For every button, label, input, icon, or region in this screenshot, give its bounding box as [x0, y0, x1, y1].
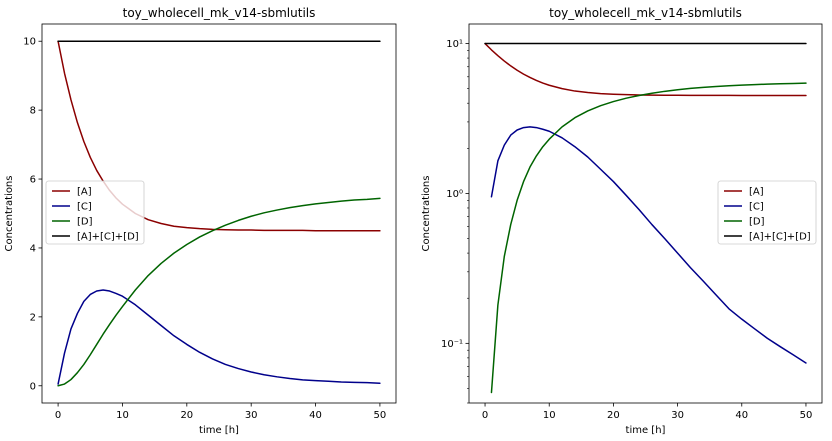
series-line-1 — [484, 42, 807, 97]
x-tick-label: 10 — [543, 410, 556, 421]
y-tick-label: 10⁻¹ — [441, 339, 463, 350]
x-tick-label: 20 — [180, 410, 193, 421]
chart-title: toy_wholecell_mk_v14-sbmlutils — [549, 6, 742, 20]
x-tick-label: 0 — [482, 410, 488, 421]
y-tick-label: 6 — [30, 175, 36, 186]
x-tick-label: 40 — [735, 410, 748, 421]
x-axis-label: time [h] — [626, 425, 666, 436]
legend: [A] [C] [D] [A]+[C]+[D] — [45, 180, 145, 245]
legend-entry: [A] — [77, 187, 92, 198]
plot-frame — [41, 23, 397, 404]
y-tick-label: 10 — [23, 37, 36, 48]
series-group — [57, 40, 381, 387]
legend-box — [45, 180, 145, 245]
y-tick-label: 4 — [30, 243, 36, 254]
series-line-1 — [57, 40, 381, 232]
legend-entry: [D] — [77, 217, 93, 228]
x-tick-label: 50 — [800, 410, 813, 421]
legend: [A] [C] [D] [A]+[C]+[D] — [717, 180, 817, 245]
chart-panel-2: toy_wholecell_mk_v14-sbmlutils 0 10 20 30 40 5… — [421, 6, 823, 436]
y-axis-label: Concentrations — [4, 176, 15, 252]
x-tick-label: 10 — [116, 410, 129, 421]
legend-entry: [A]+[C]+[D] — [749, 232, 811, 243]
y-tick-label: 10¹ — [446, 39, 463, 50]
x-tick-label: 30 — [245, 410, 258, 421]
x-axis-label: time [h] — [199, 425, 239, 436]
y-axis-label: Concentrations — [421, 176, 432, 252]
x-tick-label: 50 — [374, 410, 387, 421]
x-tick-label: 40 — [309, 410, 322, 421]
y-tick-label: 2 — [30, 312, 36, 323]
legend-entry: [D] — [749, 217, 765, 228]
y-tick-label: 10⁰ — [446, 189, 463, 200]
series-group — [484, 42, 807, 394]
legend-entry: [C] — [77, 202, 92, 213]
series-line-2 — [57, 289, 381, 385]
series-line-3 — [57, 197, 381, 387]
series-line-3 — [490, 82, 807, 394]
chart-title: toy_wholecell_mk_v14-sbmlutils — [123, 6, 316, 20]
plot-frame — [468, 23, 823, 404]
x-tick-label: 30 — [671, 410, 684, 421]
x-tick-label: 20 — [607, 410, 620, 421]
series-line-2 — [490, 126, 807, 364]
legend-entry: [A]+[C]+[D] — [77, 232, 139, 243]
y-tick-label: 8 — [30, 106, 36, 117]
legend-entry: [A] — [749, 187, 764, 198]
legend-entry: [C] — [749, 202, 764, 213]
y-tick-label: 0 — [30, 381, 36, 392]
legend-box — [717, 180, 817, 245]
x-tick-label: 0 — [55, 410, 61, 421]
